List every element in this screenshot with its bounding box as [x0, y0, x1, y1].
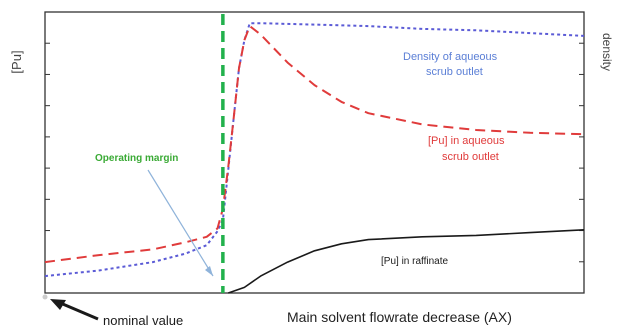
plot-frame [44, 11, 585, 294]
pu-raffinate-series-line [228, 229, 585, 294]
annotation-density-line2: scrub outlet [426, 66, 483, 78]
nominal-value-arrow [57, 300, 99, 321]
origin-marker [42, 294, 48, 300]
plot-border [44, 11, 585, 294]
density-series-line [44, 22, 585, 278]
y2-axis-label: density [600, 33, 614, 71]
annotation-nominal-value: nominal value [103, 313, 183, 328]
y-axis-label: [Pu] [9, 50, 24, 73]
pu-aqueous-series-line [44, 25, 585, 264]
x-axis-label: Main solvent flowrate decrease (AX) [287, 309, 512, 325]
annotation-pu-raffinate: [Pu] in raffinate [381, 256, 449, 267]
annotation-pu-aqueous-line1: [Pu] in aqueous [428, 135, 505, 147]
operating-margin-arrow [147, 169, 214, 277]
series-layer [44, 22, 585, 294]
annotation-pu-aqueous-line2: scrub outlet [442, 151, 499, 163]
annotation-operating-margin: Operating margin [95, 153, 178, 164]
annotation-density-line1: Density of aqueous [403, 51, 498, 63]
nominal-value-arrowhead [50, 299, 66, 310]
operating-margin-arrowhead [205, 266, 213, 276]
right-ticks [579, 11, 584, 294]
left-ticks [45, 11, 50, 294]
